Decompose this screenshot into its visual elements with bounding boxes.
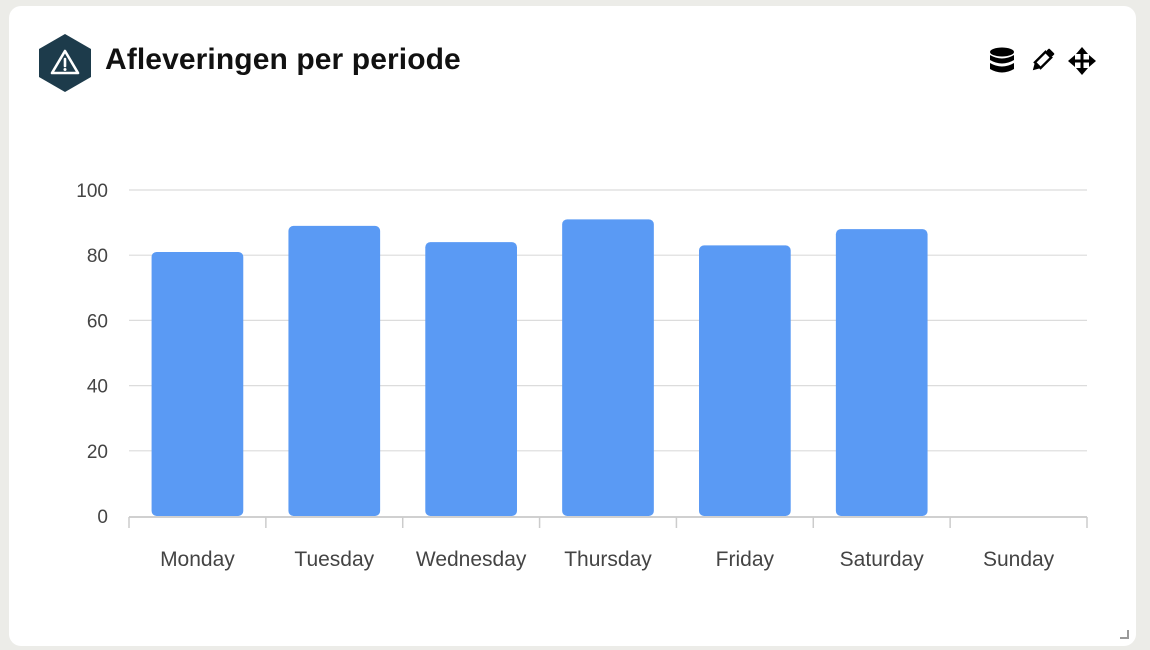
- bar-thursday: [562, 219, 654, 516]
- widget-title: Afleveringen per periode: [105, 43, 461, 76]
- x-tick-label: Tuesday: [294, 548, 374, 571]
- database-button[interactable]: [988, 46, 1016, 76]
- x-tick-label: Friday: [716, 548, 775, 571]
- move-icon: [1068, 47, 1096, 75]
- y-tick-label: 60: [87, 311, 108, 332]
- database-icon: [990, 47, 1014, 73]
- move-button[interactable]: [1068, 46, 1096, 76]
- edit-button[interactable]: [1028, 46, 1056, 76]
- bar-tuesday: [288, 225, 381, 517]
- x-tick-label: Saturday: [840, 548, 925, 571]
- y-tick-label: 80: [87, 246, 108, 267]
- widget-toolbar: [988, 46, 1096, 76]
- y-tick-label: 40: [87, 377, 108, 398]
- warning-hexagon-icon: [39, 34, 91, 92]
- resize-handle-icon[interactable]: [1118, 628, 1130, 640]
- x-tick-label: Sunday: [983, 548, 1055, 571]
- bar-friday: [699, 245, 791, 517]
- x-tick-label: Thursday: [564, 548, 652, 571]
- y-tick-label: 0: [97, 507, 108, 528]
- y-tick-label: 20: [87, 442, 108, 463]
- pencil-icon: [1032, 48, 1055, 71]
- bar-chart: 0 20 40 60 80 100 Monday Tuesday Wednesday Thursd…: [76, 181, 1088, 571]
- chart-widget-card: Afleveringen per periode: [9, 6, 1136, 646]
- bar-saturday: [835, 229, 928, 516]
- bar-monday: [151, 251, 244, 516]
- bar-wednesday: [425, 242, 517, 516]
- x-tick-label: Monday: [160, 548, 235, 571]
- x-tick-label: Wednesday: [416, 548, 527, 571]
- y-tick-label: 100: [76, 181, 108, 202]
